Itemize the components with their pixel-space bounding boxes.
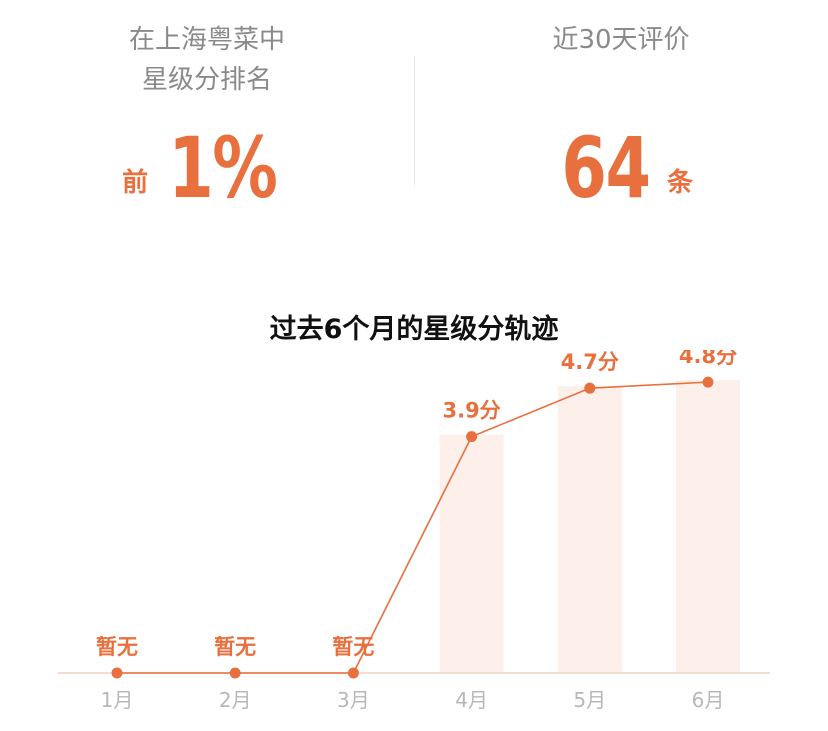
x-tick-label-3: 3月 xyxy=(337,688,370,712)
data-label-1: 暂无 xyxy=(96,635,138,659)
bar-6 xyxy=(676,380,740,673)
data-point-6 xyxy=(702,376,714,388)
reviews-stat: 近30天评价 64 条 xyxy=(414,0,828,240)
x-tick-label-4: 4月 xyxy=(455,688,488,712)
x-tick-label-1: 1月 xyxy=(101,688,134,712)
data-point-5 xyxy=(584,382,596,394)
x-tick-label-6: 6月 xyxy=(692,688,725,712)
rank-value-row: 前 1% xyxy=(0,118,414,218)
data-label-5: 4.7分 xyxy=(561,350,619,374)
data-label-6: 4.8分 xyxy=(679,350,737,368)
reviews-unit: 条 xyxy=(666,168,693,198)
data-point-3 xyxy=(347,667,359,679)
rank-caption: 在上海粤菜中 星级分排名 xyxy=(128,25,285,95)
rank-value: 1% xyxy=(168,119,278,217)
data-point-2 xyxy=(229,667,241,679)
bar-5 xyxy=(557,386,622,673)
data-label-3: 暂无 xyxy=(332,635,374,659)
x-tick-label-2: 2月 xyxy=(219,688,252,712)
stats-divider xyxy=(414,56,415,186)
data-label-4: 3.9分 xyxy=(442,399,500,423)
chart-title: 过去6个月的星级分轨迹 xyxy=(269,314,559,345)
data-point-1 xyxy=(111,667,123,679)
data-point-4 xyxy=(466,431,478,443)
x-tick-label-5: 5月 xyxy=(573,688,606,712)
rank-prefix: 前 xyxy=(122,168,149,198)
rank-stat: 在上海粤菜中 星级分排名 前 1% xyxy=(0,0,414,240)
rating-trend-chart: 暂无 暂无 暂无 3.9分 4.7分 4.8分 1月 2月 3月 4月 5月 6月 xyxy=(58,350,770,712)
data-label-2: 暂无 xyxy=(214,635,256,659)
reviews-value: 64 xyxy=(561,119,651,217)
reviews-value-row: 64 条 xyxy=(414,118,828,218)
series-line xyxy=(117,381,709,674)
bar-4 xyxy=(439,434,504,673)
reviews-caption: 近30天评价 xyxy=(552,25,690,55)
